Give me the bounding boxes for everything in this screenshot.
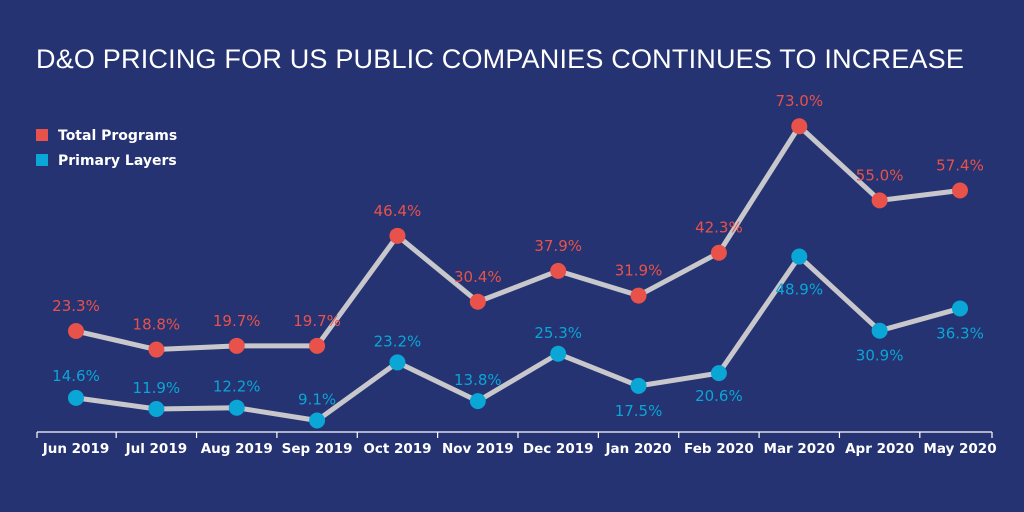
series-line-total-programs xyxy=(73,123,963,353)
data-point xyxy=(469,393,486,410)
legend-label: Primary Layers xyxy=(58,153,177,169)
x-tick-label: Feb 2020 xyxy=(684,441,754,457)
data-label: 48.9% xyxy=(775,281,823,299)
data-point xyxy=(550,345,567,362)
data-label: 30.4% xyxy=(454,268,502,286)
data-label: 25.3% xyxy=(534,324,582,342)
data-label: 31.9% xyxy=(615,262,663,280)
x-tick-label: Dec 2019 xyxy=(523,441,594,457)
data-point xyxy=(791,248,808,265)
data-point xyxy=(148,341,165,358)
data-point xyxy=(791,118,808,135)
data-label: 37.9% xyxy=(534,237,582,255)
data-point xyxy=(952,182,968,199)
data-point xyxy=(309,412,326,429)
x-tick-label: May 2020 xyxy=(923,441,996,457)
legend-swatch xyxy=(36,154,48,166)
data-label: 36.3% xyxy=(936,324,984,342)
series-line-primary-layers xyxy=(73,254,963,424)
x-tick-label: Mar 2020 xyxy=(764,441,835,457)
data-label: 17.5% xyxy=(615,402,663,420)
data-label: 13.8% xyxy=(454,371,502,389)
data-label: 30.9% xyxy=(856,347,904,365)
data-label: 19.7% xyxy=(293,312,341,330)
data-label: 18.8% xyxy=(133,316,181,334)
data-point xyxy=(148,400,165,417)
data-point xyxy=(710,244,727,261)
chart-title: D&O PRICING FOR US PUBLIC COMPANIES CONT… xyxy=(36,44,965,74)
data-label: 19.7% xyxy=(213,312,261,330)
data-label: 46.4% xyxy=(374,202,422,220)
data-point xyxy=(630,287,647,304)
data-point xyxy=(68,389,84,406)
data-point xyxy=(309,337,326,354)
x-tick-label: Sep 2019 xyxy=(282,441,353,457)
data-point xyxy=(710,365,727,382)
data-point xyxy=(952,300,968,317)
data-label: 23.3% xyxy=(52,297,100,315)
x-tick-label: Jul 2019 xyxy=(125,441,188,457)
data-point xyxy=(389,227,406,244)
data-point xyxy=(228,337,245,354)
x-tick-label: Jun 2019 xyxy=(42,441,110,457)
x-tick-label: Aug 2019 xyxy=(201,441,273,457)
data-point xyxy=(228,399,245,416)
data-point xyxy=(389,354,406,371)
x-tick-label: Apr 2020 xyxy=(845,441,914,457)
data-label: 42.3% xyxy=(695,219,743,237)
data-point xyxy=(871,322,888,339)
x-tick-label: Nov 2019 xyxy=(442,441,514,457)
data-label: 23.2% xyxy=(374,332,422,350)
data-label: 57.4% xyxy=(936,157,984,175)
x-tick-label: Jan 2020 xyxy=(605,441,672,457)
data-label: 73.0% xyxy=(775,92,823,110)
data-label: 55.0% xyxy=(856,166,904,184)
legend-swatch xyxy=(36,129,48,141)
x-tick-label: Oct 2019 xyxy=(363,441,431,457)
data-label: 11.9% xyxy=(133,379,181,397)
data-point xyxy=(68,323,84,340)
data-label: 9.1% xyxy=(298,391,336,409)
legend-label: Total Programs xyxy=(58,128,177,144)
data-point xyxy=(630,377,647,394)
data-point xyxy=(871,192,888,209)
data-label: 12.2% xyxy=(213,378,261,396)
data-point xyxy=(469,293,486,310)
data-label: 20.6% xyxy=(695,387,743,405)
data-point xyxy=(550,262,567,279)
data-label: 14.6% xyxy=(52,367,100,385)
